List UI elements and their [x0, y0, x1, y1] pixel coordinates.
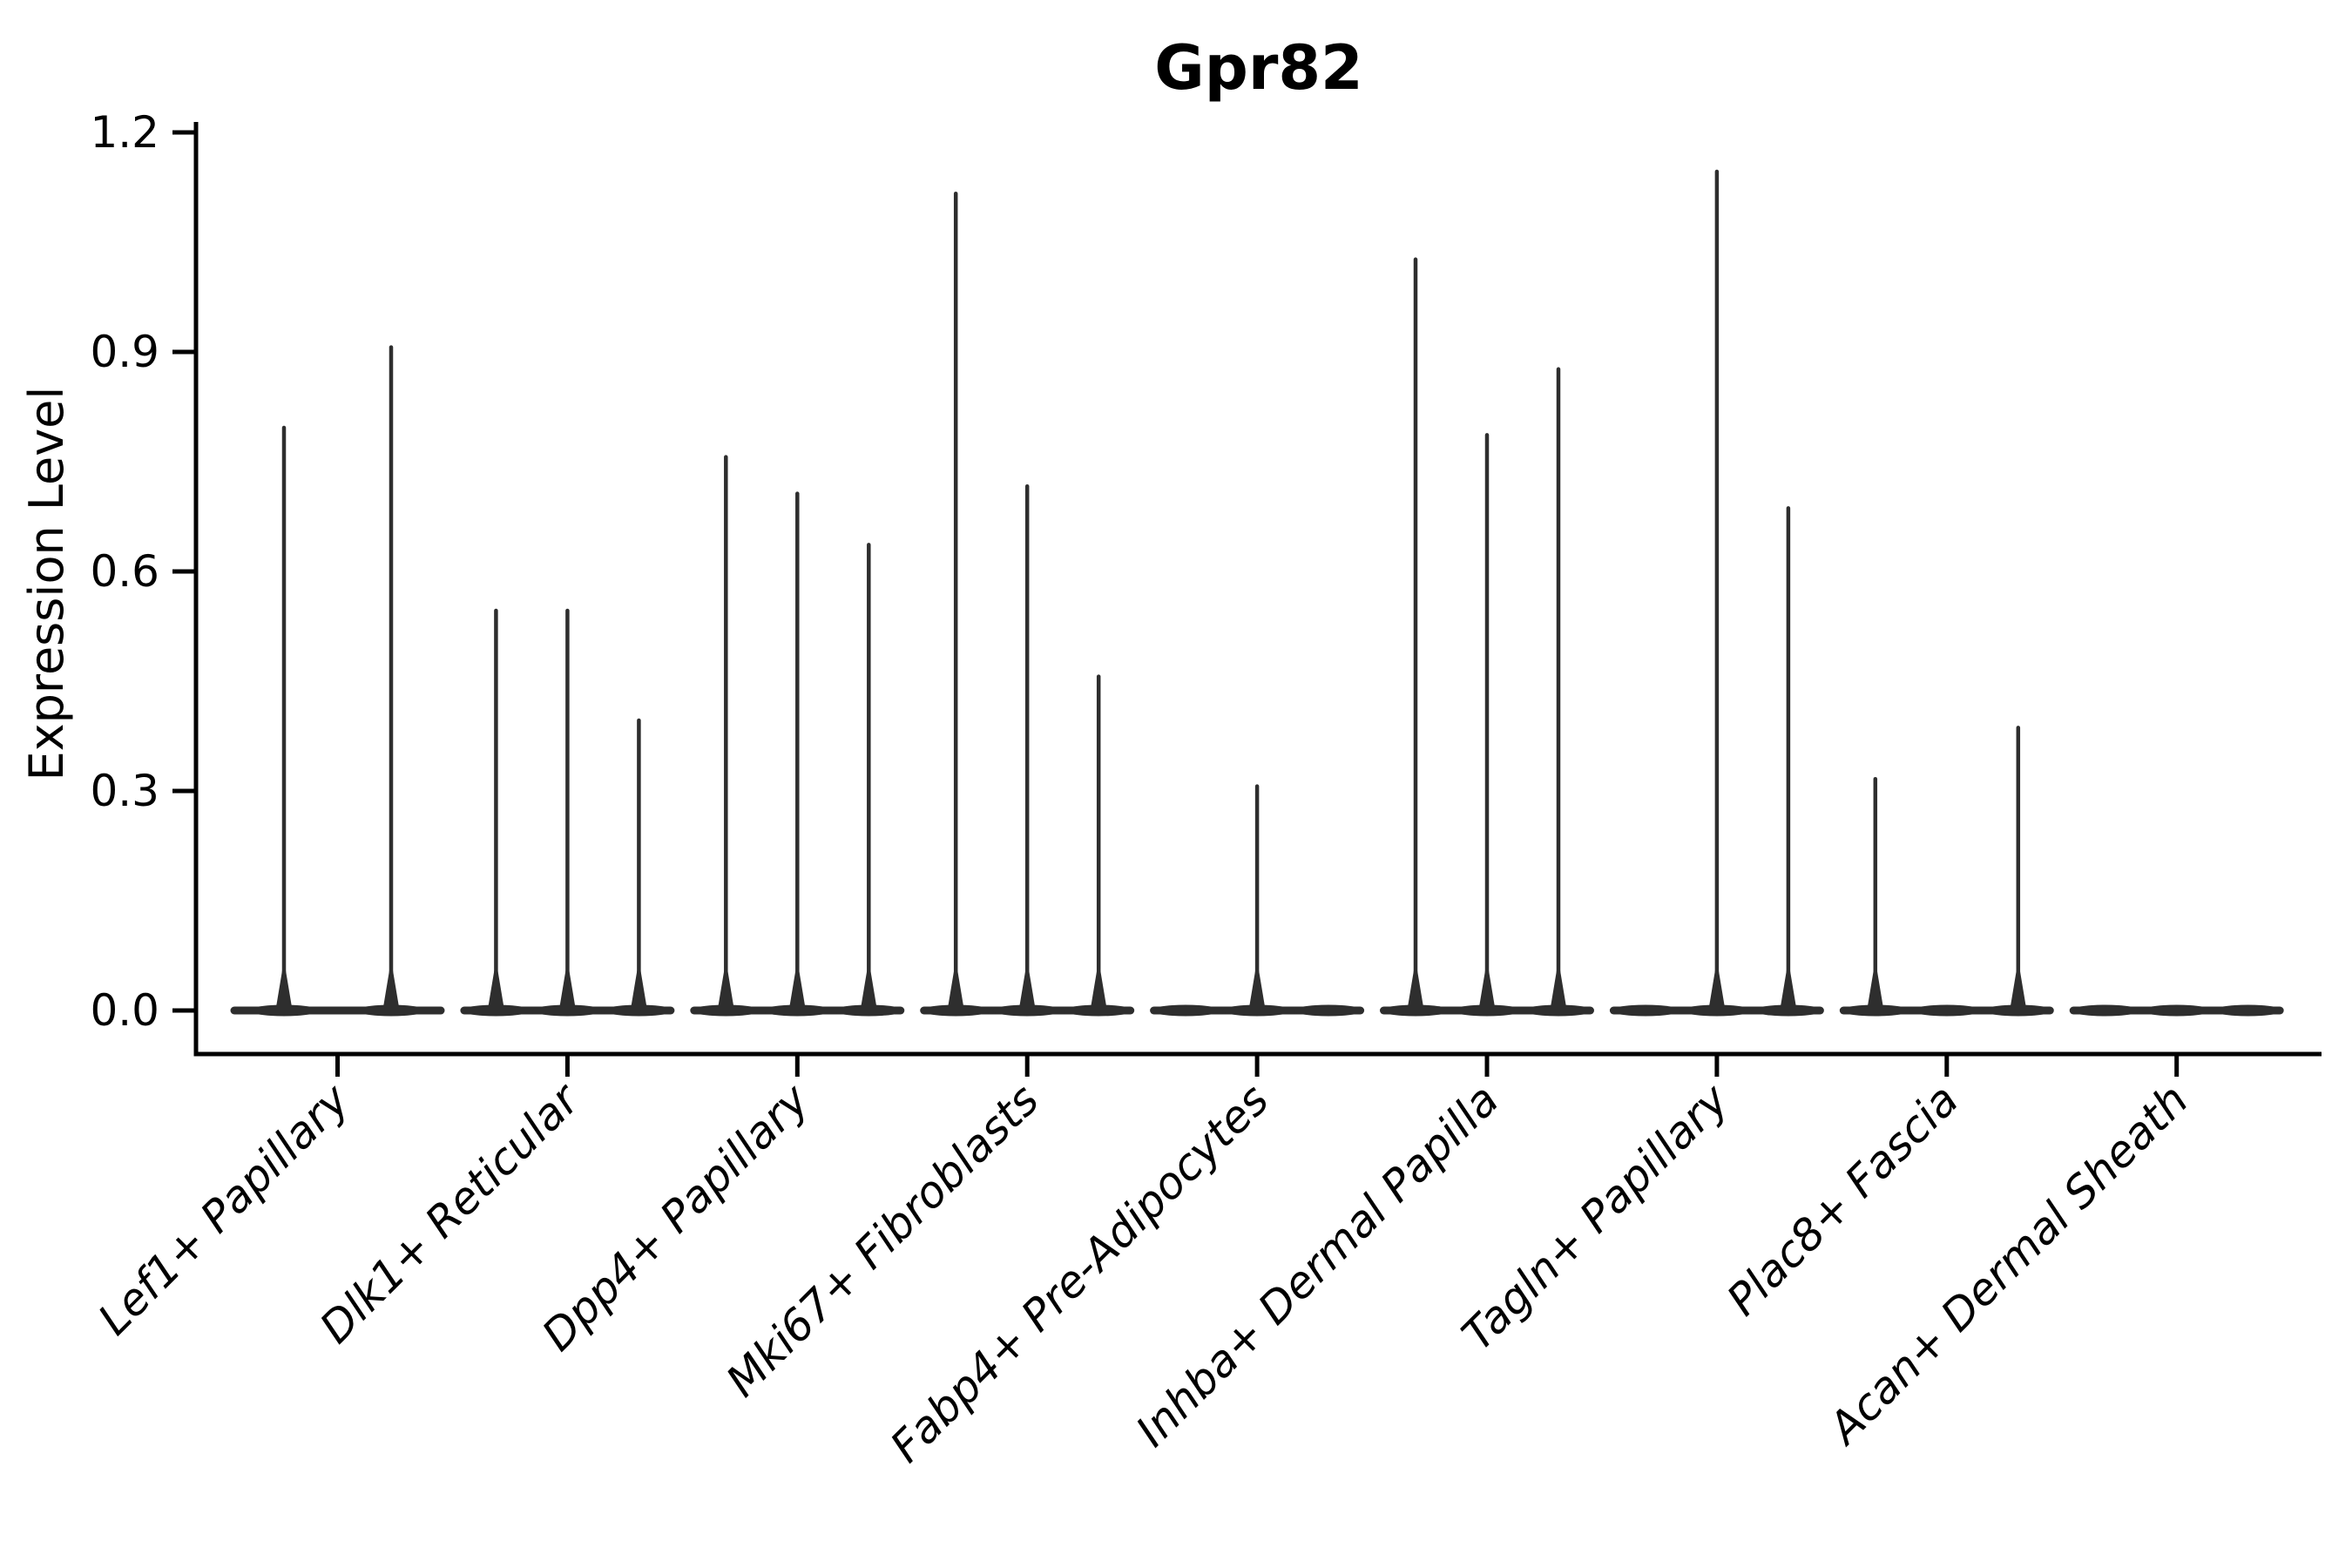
x-tick-label: Lef1+ Papillary [89, 1073, 360, 1344]
x-tick-label: Inhba+ Dermal Papilla [1126, 1074, 1508, 1456]
y-axis-title: Expression Level [19, 387, 74, 781]
violins [230, 169, 2284, 1017]
violin-base-bump [2141, 1004, 2212, 1017]
violin-base-bump [1151, 1004, 1221, 1017]
x-tick-label: Plac8+ Fascia [1717, 1074, 1968, 1325]
y-tick-label: 0.6 [90, 546, 159, 597]
y-tick-label: 0.0 [90, 985, 159, 1036]
y-tick-label: 0.9 [90, 327, 159, 377]
y-tick-label: 0.3 [90, 766, 159, 816]
violin-base-bump [2070, 1004, 2140, 1017]
y-tick-label: 1.2 [90, 107, 159, 158]
x-tick-label: Fabp4+ Pre-Adipocytes [881, 1074, 1279, 1472]
violin-base-bump [2213, 1004, 2283, 1017]
violin-base-bump [1911, 1004, 1982, 1017]
chart-title: Gpr82 [1154, 32, 1363, 104]
violin-base-bump [1294, 1004, 1364, 1017]
violin-base-bump [1610, 1004, 1680, 1017]
